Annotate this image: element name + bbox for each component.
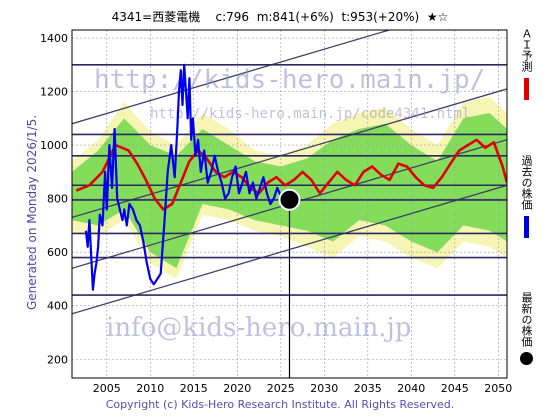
legend-ai-prediction-label: ＡＩ予測: [520, 28, 533, 72]
series-past-price-line: [84, 63, 291, 291]
x-tick-label: 2035: [354, 382, 382, 395]
plot-frame: [71, 29, 508, 379]
x-tick-label: 2020: [223, 382, 251, 395]
trend-channel-line: [72, 88, 507, 219]
trend-channel-line: [72, 30, 392, 125]
header-mid-price: m:841(+6%): [256, 10, 334, 24]
copyright-footer: Copyright (c) Kids-Hero Research Institu…: [105, 398, 455, 411]
latest-price-marker: [278, 188, 301, 211]
legend-past-price-swatch: [523, 216, 529, 238]
header-target-price: t:953(+20%): [341, 10, 420, 24]
y-tick-label: 400: [47, 300, 68, 313]
y-tick-label: 800: [47, 193, 68, 206]
x-tick-label: 2045: [441, 382, 469, 395]
legend-latest-price: 最新の株価: [512, 292, 540, 365]
watermark-email: info@kids-hero.main.jp: [106, 313, 411, 343]
y-tick-label: 1400: [40, 32, 68, 45]
y-tick-label: 1200: [40, 86, 68, 99]
legend-past-price: 過去の株価: [512, 155, 540, 238]
x-tick-label: 2010: [136, 382, 164, 395]
x-tick-label: 2015: [180, 382, 208, 395]
x-tick-label: 2005: [93, 382, 121, 395]
y-tick-label: 200: [47, 353, 68, 366]
watermark-url: http://kids-hero.main.jp/: [94, 65, 485, 95]
legend-ai-prediction: ＡＩ予測: [512, 28, 540, 100]
watermark-url-small: http://kids-hero.main.jp/code4341.html: [150, 106, 470, 122]
series-ai-prediction-line: [75, 138, 507, 211]
legend-latest-marker-icon: [519, 352, 533, 365]
legend-latest-price-label: 最新の株価: [520, 292, 533, 347]
x-tick-label: 2025: [267, 382, 295, 395]
x-tick-label: 2050: [484, 382, 512, 395]
header-rating-stars: ★☆: [426, 10, 449, 24]
legend-past-price-label: 過去の株価: [520, 155, 533, 210]
generated-date-label: Generated on Monday 2026/1/5.: [25, 115, 39, 310]
chart-header: 4341=西菱電機 c:796 m:841(+6%) t:953(+20%) ★…: [0, 8, 560, 25]
x-tick-label: 2040: [397, 382, 425, 395]
y-tick-label: 1000: [40, 139, 68, 152]
header-current-price: c:796: [215, 10, 250, 24]
x-tick-label: 2030: [310, 382, 338, 395]
header-code-name: 4341=西菱電機: [111, 10, 201, 24]
legend-ai-prediction-swatch: [523, 78, 529, 100]
y-tick-label: 600: [47, 246, 68, 259]
